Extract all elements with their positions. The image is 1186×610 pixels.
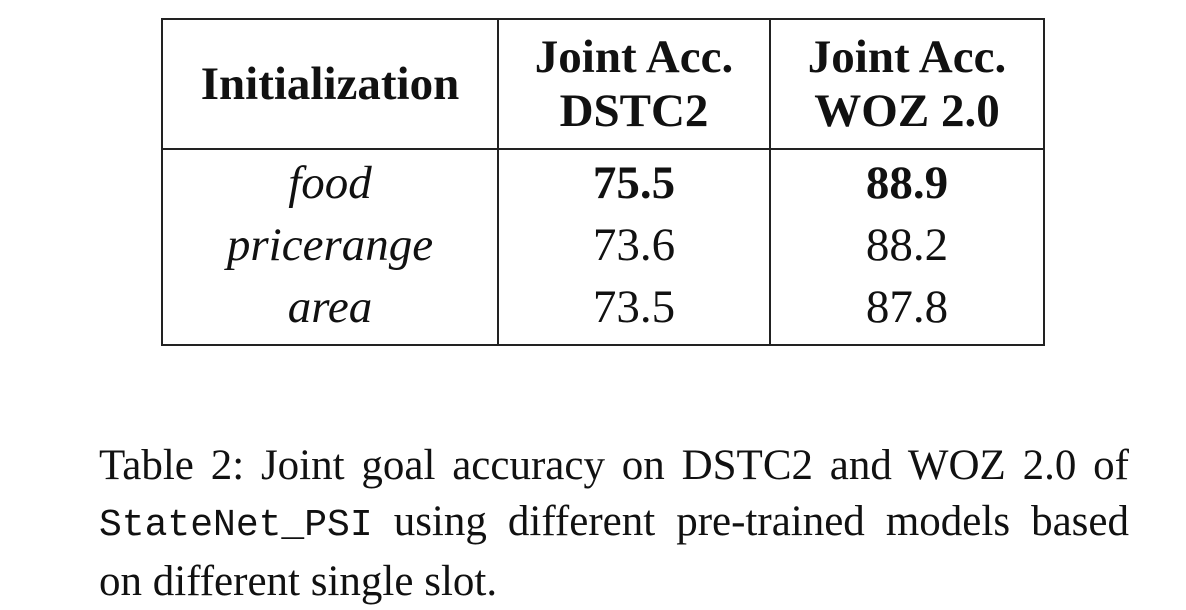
- header-dstc2-line2: DSTC2: [559, 85, 709, 137]
- header-dstc2-line1: Joint Acc.: [534, 31, 734, 83]
- woz-cell: 88.9: [769, 149, 1045, 214]
- woz-cell: 88.2: [769, 214, 1045, 276]
- header-dstc2: Joint Acc. DSTC2: [497, 19, 771, 150]
- caption-text-before: Joint goal accuracy on DSTC2 and WOZ 2.0…: [260, 442, 1130, 489]
- header-woz: Joint Acc. WOZ 2.0: [769, 19, 1045, 150]
- dstc2-cell: 73.5: [497, 276, 771, 345]
- header-woz-line2: WOZ 2.0: [814, 85, 1000, 137]
- header-woz-line1: Joint Acc.: [807, 31, 1007, 83]
- table-header-row: Initialization Joint Acc. DSTC2 Joint Acc…: [161, 19, 1045, 150]
- dstc2-cell: 75.5: [497, 149, 771, 214]
- header-initialization: Initialization: [161, 19, 499, 150]
- dstc2-cell: 73.6: [497, 214, 771, 276]
- woz-cell: 87.8: [769, 276, 1045, 345]
- table-row: area 73.5 87.8: [161, 276, 1045, 345]
- caption-label: Table 2:: [99, 442, 245, 489]
- results-table: Initialization Joint Acc. DSTC2 Joint Acc…: [161, 18, 1045, 346]
- table-row: pricerange 73.6 88.2: [161, 214, 1045, 276]
- slot-cell: pricerange: [161, 214, 499, 276]
- slot-cell: area: [161, 276, 499, 345]
- caption-text-after: using different pre-trained models based…: [99, 498, 1130, 605]
- table-row: food 75.5 88.9: [161, 149, 1045, 214]
- table-caption: Table 2: Joint goal accuracy on DSTC2 an…: [99, 438, 1129, 610]
- caption-model-name: StateNet_PSI: [99, 504, 373, 547]
- slot-cell: food: [161, 149, 499, 214]
